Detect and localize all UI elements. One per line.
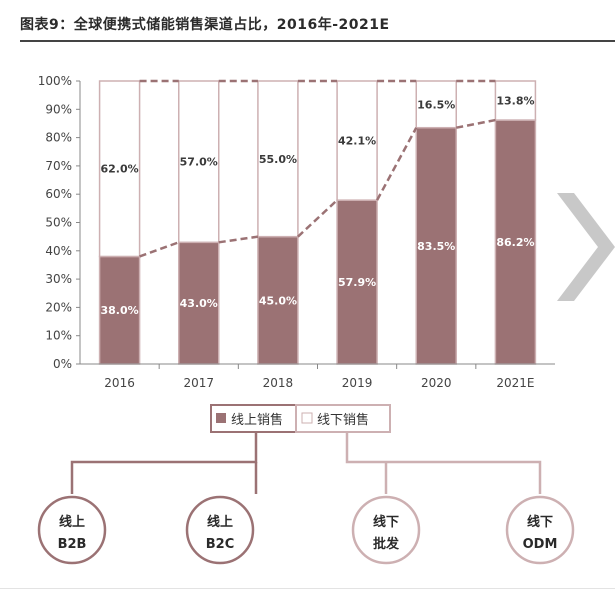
chart-title: 图表9：全球便携式储能销售渠道占比，2016年-2021E xyxy=(20,17,390,33)
data-label-offline: 13.8% xyxy=(496,95,534,108)
connector-online xyxy=(297,199,338,238)
bottom-divider xyxy=(0,588,615,589)
data-label-offline: 16.5% xyxy=(417,98,455,111)
channel-online-b2c-line1: 线上 xyxy=(207,514,233,530)
y-tick-label: 0% xyxy=(53,357,72,371)
data-label-online: 83.5% xyxy=(417,240,455,253)
channel-offline-wholesale-line2: 批发 xyxy=(373,536,400,552)
data-label-offline: 57.0% xyxy=(180,156,218,169)
legend-offline-label: 线下销售 xyxy=(317,412,369,428)
y-tick-label: 20% xyxy=(45,300,72,314)
x-tick-label: 2017 xyxy=(183,376,214,390)
bar-offline xyxy=(178,80,220,244)
x-tick-label: 2018 xyxy=(263,376,294,390)
x-tick-label: 2019 xyxy=(342,376,373,390)
connector-lines xyxy=(139,79,496,258)
y-tick-label: 30% xyxy=(45,272,72,286)
data-label-online: 45.0% xyxy=(259,294,297,307)
y-tick-label: 50% xyxy=(45,216,72,230)
bar-offline xyxy=(336,80,378,201)
data-label-online: 38.0% xyxy=(100,304,138,317)
bar-offline xyxy=(494,80,537,121)
channel-circle-online-b2c xyxy=(185,495,255,565)
y-tick-label: 10% xyxy=(45,329,72,343)
data-label-online: 86.2% xyxy=(496,236,534,249)
bars xyxy=(98,80,537,365)
offline-branch-line xyxy=(345,432,542,494)
bar-online xyxy=(178,241,220,365)
y-tick-label: 80% xyxy=(45,131,72,145)
y-tick-label: 90% xyxy=(45,102,72,116)
x-tick-label: 2021E xyxy=(496,376,534,390)
bar-offline xyxy=(257,80,299,238)
data-label-offline: 55.0% xyxy=(259,153,297,166)
connector-online xyxy=(139,241,180,258)
x-tick-label: 2020 xyxy=(421,376,452,390)
data-labels: 38.0% 62.0% 43.0% 57.0% 45.0% 55.0% 57.9% 42.1%… xyxy=(100,95,534,318)
data-label-online: 43.0% xyxy=(180,297,218,310)
channel-tree: 线上 B2B 线上 B2C 线下 批发 线下 ODM xyxy=(37,432,575,565)
y-tick-label: 100% xyxy=(38,74,72,88)
channel-online-b2b-line1: 线上 xyxy=(59,514,85,530)
x-tick-label: 2016 xyxy=(104,376,135,390)
online-branch-line xyxy=(70,432,258,494)
bar-online xyxy=(336,199,378,365)
channel-offline-wholesale-line1: 线下 xyxy=(373,514,399,530)
data-label-offline: 42.1% xyxy=(338,135,376,148)
x-axis: 2016 2017 2018 2019 2020 2021E xyxy=(80,363,555,390)
bar-online xyxy=(257,235,299,365)
legend: 线上销售 线下销售 xyxy=(210,404,391,433)
bar-offline xyxy=(415,80,457,129)
connector-online xyxy=(218,235,259,244)
channel-circle-online-b2b xyxy=(37,495,107,565)
connector-online xyxy=(375,127,418,201)
title-divider xyxy=(20,40,615,42)
data-label-offline: 62.0% xyxy=(100,163,138,176)
y-tick-label: 70% xyxy=(45,159,72,173)
channel-circle-offline-odm xyxy=(505,495,575,565)
y-tick-label: 60% xyxy=(45,187,72,201)
channel-online-b2b-line2: B2B xyxy=(58,537,87,552)
channel-offline-odm-line1: 线下 xyxy=(527,514,553,530)
legend-offline-box xyxy=(295,404,391,433)
legend-online-swatch xyxy=(216,413,226,423)
bar-online xyxy=(415,126,457,365)
data-label-online: 57.9% xyxy=(338,276,376,289)
channel-online-b2c-line2: B2C xyxy=(206,537,235,552)
channel-circle-offline-wholesale xyxy=(351,495,421,565)
channel-offline-odm-line2: ODM xyxy=(523,537,558,552)
y-tick-label: 40% xyxy=(45,244,72,258)
bar-offline xyxy=(98,80,141,258)
legend-online-label: 线上销售 xyxy=(231,412,283,428)
y-axis: 0% 10% 20% 30% 40% 50% 60% 70% 80% 90% 100% xyxy=(38,74,81,371)
connector-online xyxy=(456,118,496,129)
bar-online xyxy=(494,119,537,365)
chevron-right-icon xyxy=(557,193,615,301)
legend-offline-swatch xyxy=(301,412,313,424)
